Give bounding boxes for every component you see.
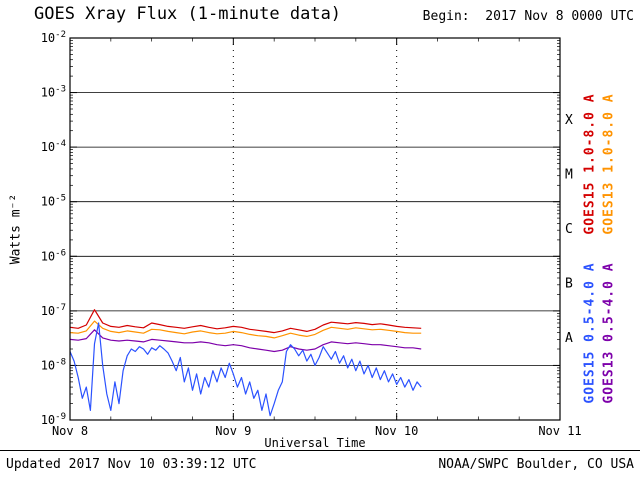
flare-class-X: X [565, 113, 573, 128]
flare-class-C: C [565, 222, 573, 237]
x-axis-label: Universal Time [264, 436, 366, 450]
legend-goes15-long: GOES15 1.0-8.0 A [582, 93, 598, 235]
series-goes13-short [69, 329, 422, 353]
y-tick-label: 10-6 [41, 248, 66, 263]
y-tick-label: 10-3 [41, 85, 66, 100]
flare-class-B: B [565, 277, 573, 292]
x-tick-label: Nov 9 [215, 424, 251, 438]
begin-timestamp: Begin: 2017 Nov 8 0000 UTC [422, 9, 634, 24]
credit-label: NOAA/SWPC Boulder, CO USA [438, 457, 634, 472]
legend-goes13-long: GOES13 1.0-8.0 A [601, 93, 617, 235]
y-tick-label: 10-2 [41, 30, 66, 45]
y-tick-label: 10-5 [41, 194, 66, 209]
chart-title: GOES Xray Flux (1-minute data) [34, 4, 342, 24]
x-tick-label: Nov 11 [538, 424, 581, 438]
legend-goes13-short: GOES13 0.5-4.0 A [601, 262, 617, 404]
y-tick-label: 10-4 [41, 139, 66, 154]
legend-goes15-short: GOES15 0.5-4.0 A [582, 262, 598, 404]
x-tick-label: Nov 8 [52, 424, 88, 438]
x-tick-label: Nov 10 [375, 424, 418, 438]
footer-divider [0, 450, 640, 451]
y-tick-label: 10-7 [41, 303, 66, 318]
y-tick-label: 10-8 [41, 357, 66, 372]
flare-class-M: M [565, 167, 573, 182]
updated-timestamp: Updated 2017 Nov 10 03:39:12 UTC [6, 457, 257, 472]
series-goes15-short [69, 322, 422, 417]
flare-class-A: A [565, 331, 573, 346]
plot-border [69, 37, 561, 421]
series-goes15-long [69, 309, 422, 334]
series-goes13-long [69, 320, 422, 339]
